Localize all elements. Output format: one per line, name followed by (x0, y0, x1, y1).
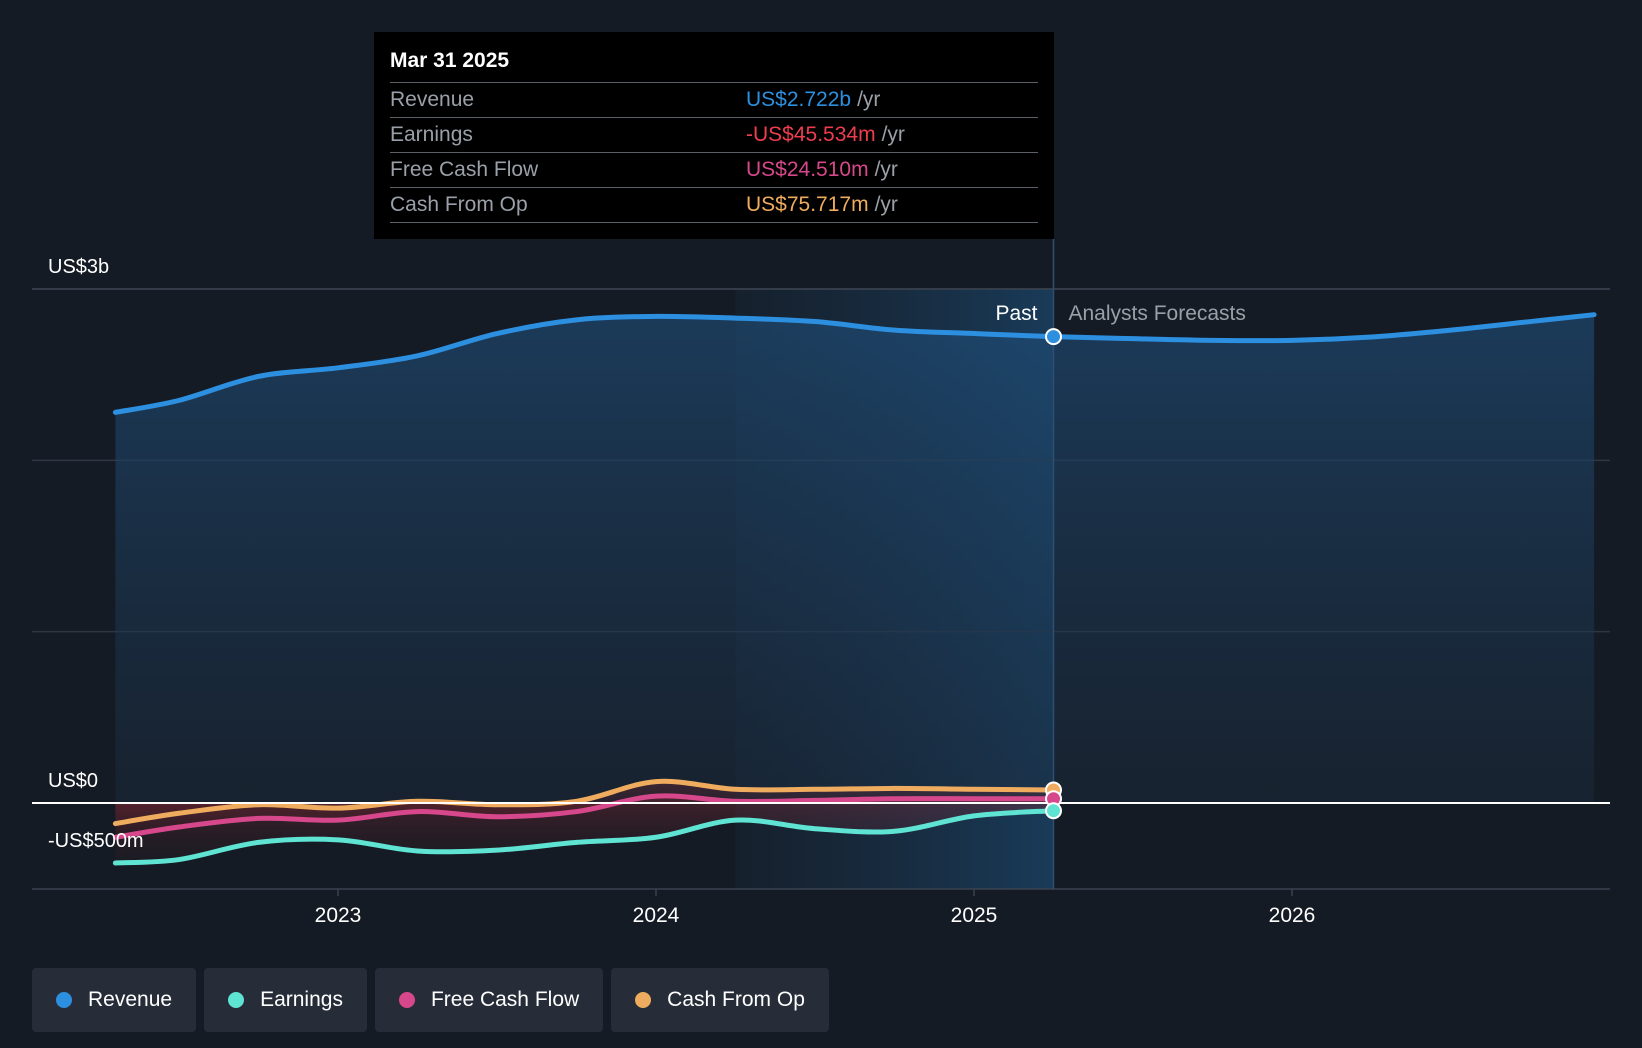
legend-item-free-cash-flow[interactable]: Free Cash Flow (374, 968, 604, 1032)
legend-label: Revenue (88, 988, 173, 1011)
tooltip-value: US$2.722b (746, 88, 852, 111)
tooltip-date: Mar 31 2025 (390, 49, 510, 72)
x-tick-label: 2025 (951, 904, 998, 927)
revenue-area (115, 314, 1595, 803)
legend-dot-icon (398, 992, 415, 1008)
tooltip-unit: /yr (857, 88, 881, 111)
y-tick-label: US$3b (48, 256, 109, 278)
marker-revenue (1045, 328, 1062, 346)
tooltip-row-free-cash-flow: Free Cash Flow US$24.510m /yr (390, 152, 1038, 187)
legend-dot-icon (635, 992, 652, 1008)
legend-dot-icon (228, 992, 245, 1008)
legend-item-earnings[interactable]: Earnings (204, 968, 367, 1032)
y-tick-label: US$0 (48, 770, 98, 792)
data-tooltip: Mar 31 2025 Revenue US$2.722b /yr Earnin… (374, 32, 1054, 239)
x-tick-label: 2023 (315, 904, 362, 927)
tooltip-label: Revenue (390, 88, 475, 111)
tooltip-label: Free Cash Flow (390, 158, 539, 181)
tooltip-unit: /yr (874, 193, 898, 216)
x-tick-label: 2024 (633, 904, 680, 927)
marker-earnings (1045, 802, 1062, 820)
legend-dot-icon (56, 992, 72, 1008)
series-line-revenue (112, 312, 1597, 415)
tooltip-row-earnings: Earnings -US$45.534m /yr (390, 117, 1038, 152)
tooltip-value: US$24.510m (746, 158, 869, 181)
past-label: Past (995, 302, 1037, 325)
legend-label: Cash From Op (667, 988, 805, 1011)
tooltip-value: -US$45.534m (746, 123, 876, 146)
tooltip-label: Cash From Op (390, 193, 528, 216)
series-line-cash-from-op (112, 778, 1056, 827)
y-tick-label: -US$500m (48, 830, 144, 852)
tooltip-value: US$75.717m (746, 193, 869, 216)
legend-label: Earnings (260, 988, 343, 1011)
series-line-free-cash-flow (112, 793, 1056, 840)
x-tick-label: 2026 (1269, 904, 1316, 927)
series-line-earnings (112, 808, 1056, 866)
legend-label: Free Cash Flow (430, 988, 580, 1011)
tooltip-unit: /yr (881, 123, 905, 146)
tooltip-row-revenue: Revenue US$2.722b /yr (390, 82, 1038, 117)
tooltip-label: Earnings (390, 123, 473, 146)
tooltip-unit: /yr (874, 158, 898, 181)
forecast-label: Analysts Forecasts (1069, 302, 1246, 325)
tooltip-row-cash-from-op: Cash From Op US$75.717m /yr (390, 187, 1038, 223)
legend: Revenue Earnings Free Cash Flow Cash Fro… (32, 968, 829, 1032)
legend-item-revenue[interactable]: Revenue (32, 968, 197, 1032)
legend-item-cash-from-op[interactable]: Cash From Op (611, 968, 829, 1032)
